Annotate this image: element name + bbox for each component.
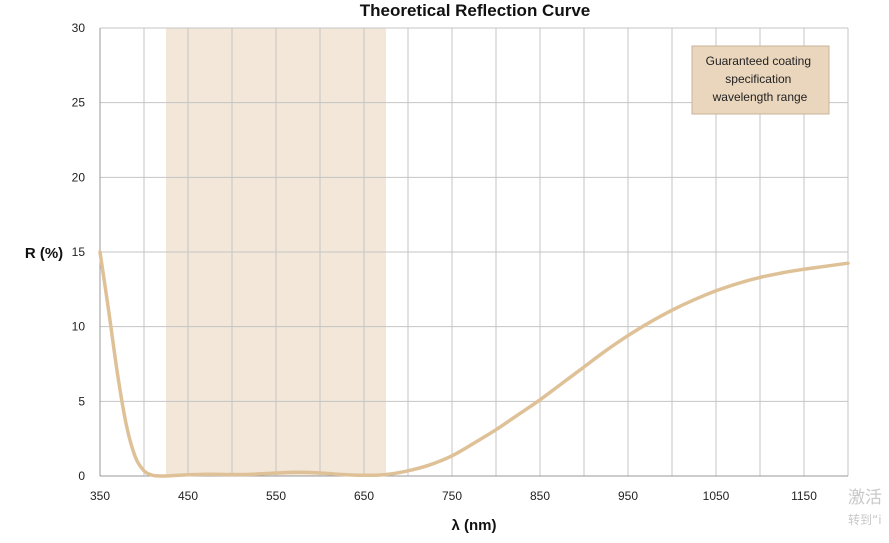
x-tick-label: 850 <box>530 489 550 503</box>
reflection-curve <box>98 250 850 478</box>
y-tick-label: 0 <box>78 469 85 483</box>
curve-layer <box>98 250 850 478</box>
y-tick-label: 15 <box>72 245 86 259</box>
y-tick-label: 25 <box>72 96 86 110</box>
y-tick-label: 20 <box>72 170 86 184</box>
y-tick-label: 10 <box>72 320 86 334</box>
y-tick-label: 30 <box>72 21 86 35</box>
chart-title: Theoretical Reflection Curve <box>360 1 591 20</box>
x-tick-label: 950 <box>618 489 638 503</box>
y-tick-label: 5 <box>78 394 85 408</box>
grid-layer <box>99 27 849 477</box>
x-tick-label: 750 <box>442 489 462 503</box>
x-tick-label: 350 <box>90 489 110 503</box>
legend-swatch <box>691 45 830 115</box>
x-axis-label: λ (nm) <box>452 517 497 534</box>
legend-box: Guaranteed coating specification wavelen… <box>691 45 830 115</box>
tick-label-layer: 350 450 550 650 750 850 950 1050 1150 0 5 10 15 20 25 3… <box>72 21 818 503</box>
y-axis-label: R (%) <box>25 245 63 262</box>
x-tick-label: 1150 <box>791 489 817 503</box>
legend-label: Guaranteed coating specification wavelen… <box>706 54 815 104</box>
x-tick-label: 650 <box>354 489 374 503</box>
watermark-line-2: 转到“i <box>848 512 882 527</box>
watermark-line-1: 激活 <box>848 488 882 508</box>
x-tick-label: 1050 <box>703 489 730 503</box>
watermark: 激活 转到“i <box>848 488 882 527</box>
x-tick-label: 550 <box>266 489 286 503</box>
x-tick-label: 450 <box>178 489 198 503</box>
